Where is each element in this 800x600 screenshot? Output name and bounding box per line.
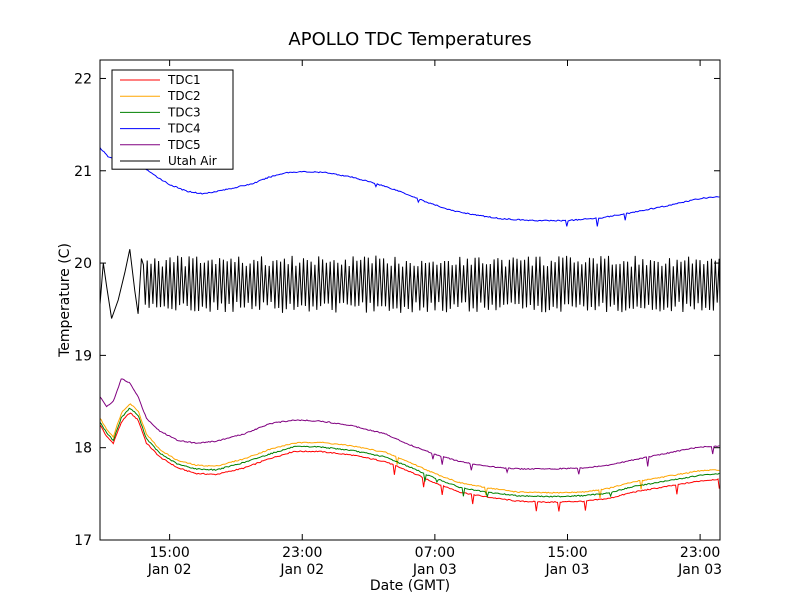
x-tick-date-label: Jan 03 (677, 562, 722, 578)
series-line-tdc3 (100, 407, 720, 499)
series-layer (100, 147, 720, 512)
x-tick-date-label: Jan 03 (545, 562, 590, 578)
series-line-tdc5 (100, 378, 720, 475)
y-tick-label: 21 (74, 164, 92, 180)
legend-label: Utah Air (168, 154, 217, 168)
x-tick-time-label: 23:00 (282, 545, 322, 561)
legend-label: TDC4 (167, 122, 201, 136)
x-tick-date-label: Jan 02 (147, 562, 192, 578)
y-axis-title: Temperature (C) (57, 243, 73, 358)
y-tick-label: 19 (74, 348, 92, 364)
series-line-tdc2 (100, 403, 720, 499)
chart-title: APOLLO TDC Temperatures (288, 29, 531, 50)
y-tick-label: 18 (74, 441, 92, 457)
legend-label: TDC3 (167, 105, 201, 119)
x-tick-time-label: 07:00 (415, 545, 455, 561)
y-tick-label: 22 (74, 71, 92, 87)
x-tick-time-label: 15:00 (149, 545, 189, 561)
series-line-tdc1 (100, 412, 720, 512)
y-tick-label: 20 (74, 256, 92, 272)
series-line-utah-air (100, 249, 720, 319)
x-tick-time-label: 15:00 (547, 545, 587, 561)
y-tick-label: 17 (74, 533, 92, 549)
x-tick-date-label: Jan 03 (412, 562, 457, 578)
legend-label: TDC1 (167, 73, 201, 87)
x-axis-title: Date (GMT) (370, 578, 450, 594)
series-line-tdc4 (100, 147, 720, 227)
legend: TDC1 TDC2 TDC3 TDC4 TDC5 Utah Air (111, 69, 234, 170)
x-tick-date-label: Jan 02 (279, 562, 324, 578)
x-tick-time-label: 23:00 (680, 545, 720, 561)
legend-label: TDC5 (167, 138, 201, 152)
legend-label: TDC2 (167, 89, 201, 103)
legend-box (111, 69, 234, 170)
plot-frame (99, 59, 721, 541)
